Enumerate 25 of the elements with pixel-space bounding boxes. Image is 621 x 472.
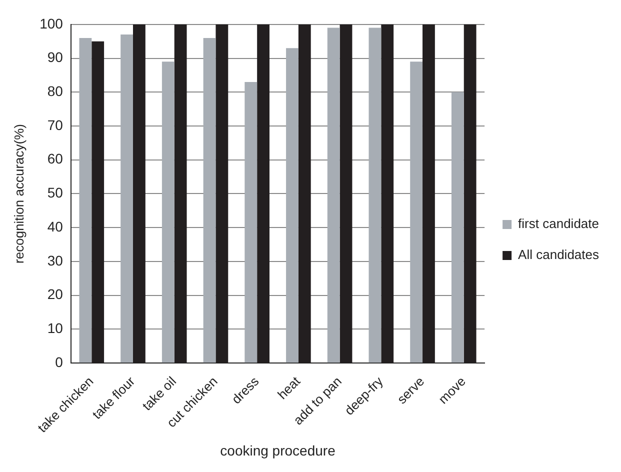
y-tick-label: 20 [47,286,64,302]
bar [410,62,423,363]
legend-label: first candidate [518,216,599,232]
x-axis-title: cooking procedure [220,442,336,458]
bar [451,92,464,363]
y-tick-label: 50 [47,184,64,201]
bar [120,34,133,363]
y-tick-label: 70 [47,116,64,133]
bar [79,38,92,363]
y-tick-label: 90 [47,49,64,66]
bar [286,48,298,363]
bar [162,62,174,363]
bar [203,38,216,363]
y-tick-label: 40 [47,218,64,234]
bar [327,28,340,363]
y-tick-label: 30 [47,252,64,268]
y-tick-label: 0 [55,354,64,370]
y-axis-title: recognition accuracy(%) [11,124,26,264]
y-tick-label: 80 [47,82,64,99]
y-tick-label: 100 [40,15,64,32]
bar [244,82,258,363]
y-tick-label: 10 [47,320,64,336]
bar [368,28,382,363]
y-tick-label: 60 [47,150,64,167]
legend-label: All candidates [518,247,600,262]
